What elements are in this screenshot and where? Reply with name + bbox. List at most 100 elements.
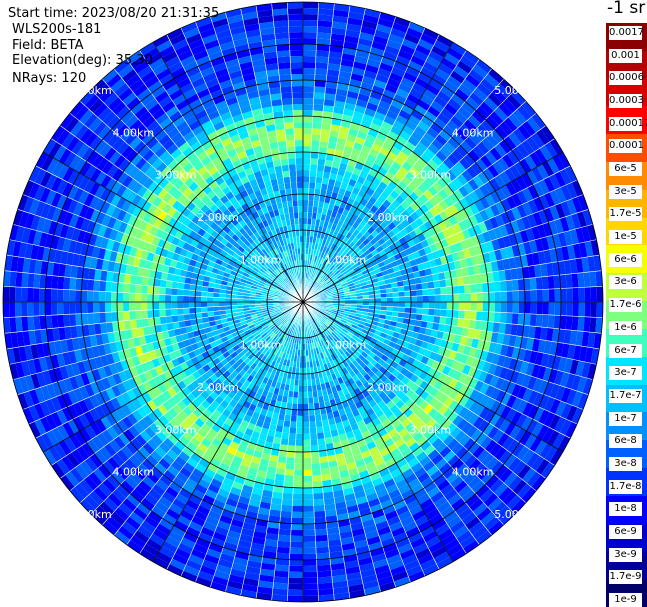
range-cell — [312, 487, 324, 494]
range-cell — [419, 203, 430, 214]
range-cell — [219, 553, 235, 563]
range-cell — [509, 425, 522, 440]
range-cell — [498, 102, 513, 118]
range-cell — [259, 568, 275, 577]
range-cell — [521, 173, 533, 188]
range-cell — [310, 439, 319, 446]
range-cell — [483, 219, 494, 231]
range-cell — [328, 136, 338, 144]
range-cell — [390, 494, 404, 505]
range-cell — [394, 423, 405, 434]
range-cell — [524, 290, 531, 302]
range-cell — [303, 469, 313, 476]
range-cell — [260, 427, 269, 436]
range-cell — [245, 408, 255, 418]
range-cell — [329, 236, 336, 244]
range-cell — [469, 498, 484, 512]
range-cell — [447, 153, 460, 166]
range-cell — [273, 479, 285, 487]
range-cell — [273, 576, 289, 584]
range-cell — [306, 230, 311, 237]
range-cell — [319, 293, 326, 297]
range-cell — [309, 367, 315, 374]
range-cell — [464, 136, 477, 150]
range-cell — [231, 421, 241, 431]
range-cell — [306, 224, 312, 231]
range-cell — [565, 214, 576, 231]
range-cell — [165, 308, 172, 317]
range-cell — [463, 409, 475, 422]
range-cell — [433, 95, 448, 108]
range-cell — [516, 399, 528, 414]
range-cell — [325, 309, 332, 313]
range-cell — [443, 157, 455, 170]
range-cell — [406, 93, 420, 105]
range-cell — [328, 272, 335, 278]
range-cell — [324, 503, 336, 511]
range-cell — [409, 313, 417, 320]
range-cell — [332, 321, 339, 327]
range-cell — [254, 444, 265, 453]
range-cell — [63, 314, 71, 328]
range-cell — [171, 525, 186, 538]
range-cell — [439, 316, 447, 325]
range-cell — [445, 253, 454, 264]
range-cell — [463, 375, 473, 387]
range-cell — [563, 329, 572, 345]
range-cell — [249, 461, 260, 471]
range-cell — [69, 289, 76, 302]
range-cell — [386, 483, 399, 494]
range-cell — [165, 302, 172, 310]
range-cell — [432, 224, 442, 234]
range-cell — [373, 457, 385, 467]
range-cell — [329, 423, 338, 432]
range-cell — [57, 289, 64, 302]
range-cell — [499, 312, 507, 324]
range-cell — [327, 263, 334, 270]
range-cell — [15, 302, 22, 318]
range-cell — [584, 240, 594, 257]
range-cell — [106, 271, 114, 282]
range-cell — [248, 499, 261, 508]
range-cell — [512, 479, 527, 495]
range-cell — [345, 499, 358, 508]
range-cell — [494, 302, 501, 313]
range-cell — [373, 344, 381, 351]
range-cell — [483, 96, 499, 112]
range-cell — [362, 76, 376, 86]
range-cell — [474, 273, 482, 284]
range-cell — [338, 241, 346, 249]
range-cell — [397, 312, 405, 318]
range-cell — [456, 418, 468, 431]
range-cell — [303, 86, 315, 93]
range-cell — [566, 302, 573, 317]
range-cell — [426, 236, 435, 246]
range-cell — [457, 318, 465, 328]
range-cell — [281, 395, 288, 403]
range-cell — [288, 390, 294, 398]
range-cell — [376, 488, 389, 499]
range-cell — [333, 337, 340, 344]
range-cell — [251, 430, 261, 439]
range-cell — [442, 184, 454, 197]
range-cell — [393, 61, 408, 72]
range-cell — [354, 414, 363, 423]
range-cell — [270, 417, 279, 426]
range-cell — [551, 328, 560, 343]
range-cell — [343, 190, 352, 198]
range-cell — [424, 267, 433, 276]
range-cell — [471, 357, 480, 369]
range-cell — [213, 297, 220, 302]
range-cell — [423, 374, 433, 384]
range-cell — [457, 343, 466, 354]
range-cell — [303, 493, 314, 500]
range-cell — [465, 355, 475, 367]
range-cell — [527, 376, 537, 391]
range-cell — [300, 338, 303, 344]
range-cell — [189, 494, 203, 506]
range-cell — [305, 355, 310, 362]
range-cell — [454, 502, 470, 516]
range-cell — [423, 148, 436, 160]
range-cell — [221, 547, 237, 557]
range-cell — [249, 417, 258, 426]
